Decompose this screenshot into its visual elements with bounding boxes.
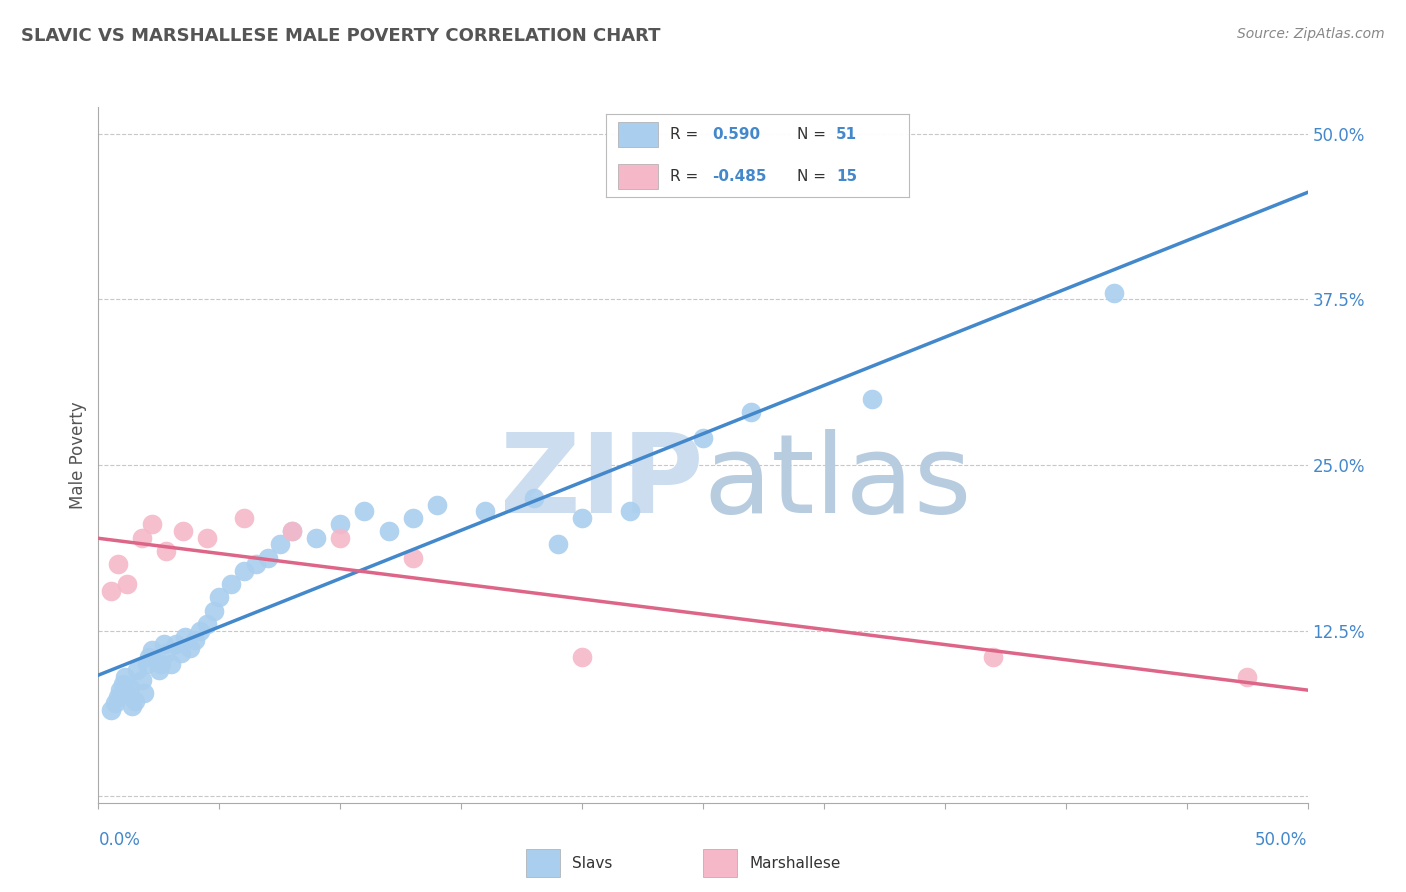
Point [124, 694, 146, 708]
Point [121, 699, 143, 714]
FancyBboxPatch shape [619, 122, 658, 147]
Text: Marshallese: Marshallese [749, 855, 841, 871]
Text: ZIP: ZIP [499, 429, 703, 536]
Point [152, 637, 174, 651]
Text: -0.485: -0.485 [711, 169, 766, 184]
Text: SLAVIC VS MARSHALLESE MALE POVERTY CORRELATION CHART: SLAVIC VS MARSHALLESE MALE POVERTY CORRE… [21, 27, 661, 45]
Point [692, 431, 714, 445]
Point [981, 650, 1004, 665]
Point [134, 686, 156, 700]
Point [117, 577, 139, 591]
Point [571, 650, 593, 665]
FancyBboxPatch shape [703, 849, 737, 877]
Point [155, 544, 177, 558]
Point [195, 531, 218, 545]
Point [281, 524, 304, 538]
Point [232, 564, 254, 578]
Point [150, 657, 173, 671]
Point [108, 683, 131, 698]
Point [117, 686, 139, 700]
Text: Slavs: Slavs [572, 855, 613, 871]
Point [127, 663, 149, 677]
Point [740, 405, 762, 419]
Point [135, 657, 157, 671]
Point [256, 550, 278, 565]
Point [474, 504, 496, 518]
Point [107, 690, 129, 704]
Point [377, 524, 399, 538]
Point [138, 650, 160, 665]
Point [141, 643, 163, 657]
Text: 50.0%: 50.0% [1256, 830, 1308, 848]
Point [523, 491, 546, 505]
Point [571, 511, 593, 525]
Point [305, 531, 328, 545]
Point [165, 637, 187, 651]
Point [860, 392, 883, 406]
Point [174, 630, 197, 644]
Point [204, 604, 226, 618]
Text: 0.590: 0.590 [711, 128, 761, 143]
Point [329, 517, 352, 532]
Point [329, 531, 352, 545]
Point [281, 524, 304, 538]
Point [104, 697, 127, 711]
Point [100, 583, 122, 598]
Point [131, 673, 153, 687]
Point [269, 537, 291, 551]
Text: N =: N = [797, 169, 831, 184]
Point [221, 577, 243, 591]
Text: R =: R = [669, 169, 703, 184]
Point [232, 511, 254, 525]
FancyBboxPatch shape [526, 849, 560, 877]
Point [155, 646, 177, 660]
Point [1236, 670, 1258, 684]
Point [245, 558, 267, 572]
Point [169, 646, 191, 660]
Point [402, 511, 425, 525]
Text: R =: R = [669, 128, 703, 143]
FancyBboxPatch shape [619, 164, 658, 189]
Point [402, 550, 425, 565]
Point [141, 517, 163, 532]
Y-axis label: Male Poverty: Male Poverty [69, 401, 87, 508]
Point [619, 504, 641, 518]
Point [160, 657, 183, 671]
Point [208, 591, 231, 605]
Point [195, 616, 218, 631]
Point [118, 681, 141, 695]
Point [172, 524, 194, 538]
Point [114, 670, 136, 684]
Point [107, 558, 129, 572]
Text: N =: N = [797, 128, 831, 143]
Point [184, 632, 207, 647]
Point [547, 537, 569, 551]
Text: Source: ZipAtlas.com: Source: ZipAtlas.com [1237, 27, 1385, 41]
Point [100, 703, 122, 717]
Point [131, 531, 153, 545]
Point [353, 504, 375, 518]
Text: atlas: atlas [703, 429, 972, 536]
Text: 51: 51 [837, 128, 858, 143]
Point [179, 640, 201, 655]
Point [1102, 285, 1125, 300]
Text: 15: 15 [837, 169, 858, 184]
Point [188, 624, 211, 638]
Point [148, 663, 170, 677]
Text: 0.0%: 0.0% [98, 830, 141, 848]
Point [426, 498, 449, 512]
Point [111, 676, 134, 690]
